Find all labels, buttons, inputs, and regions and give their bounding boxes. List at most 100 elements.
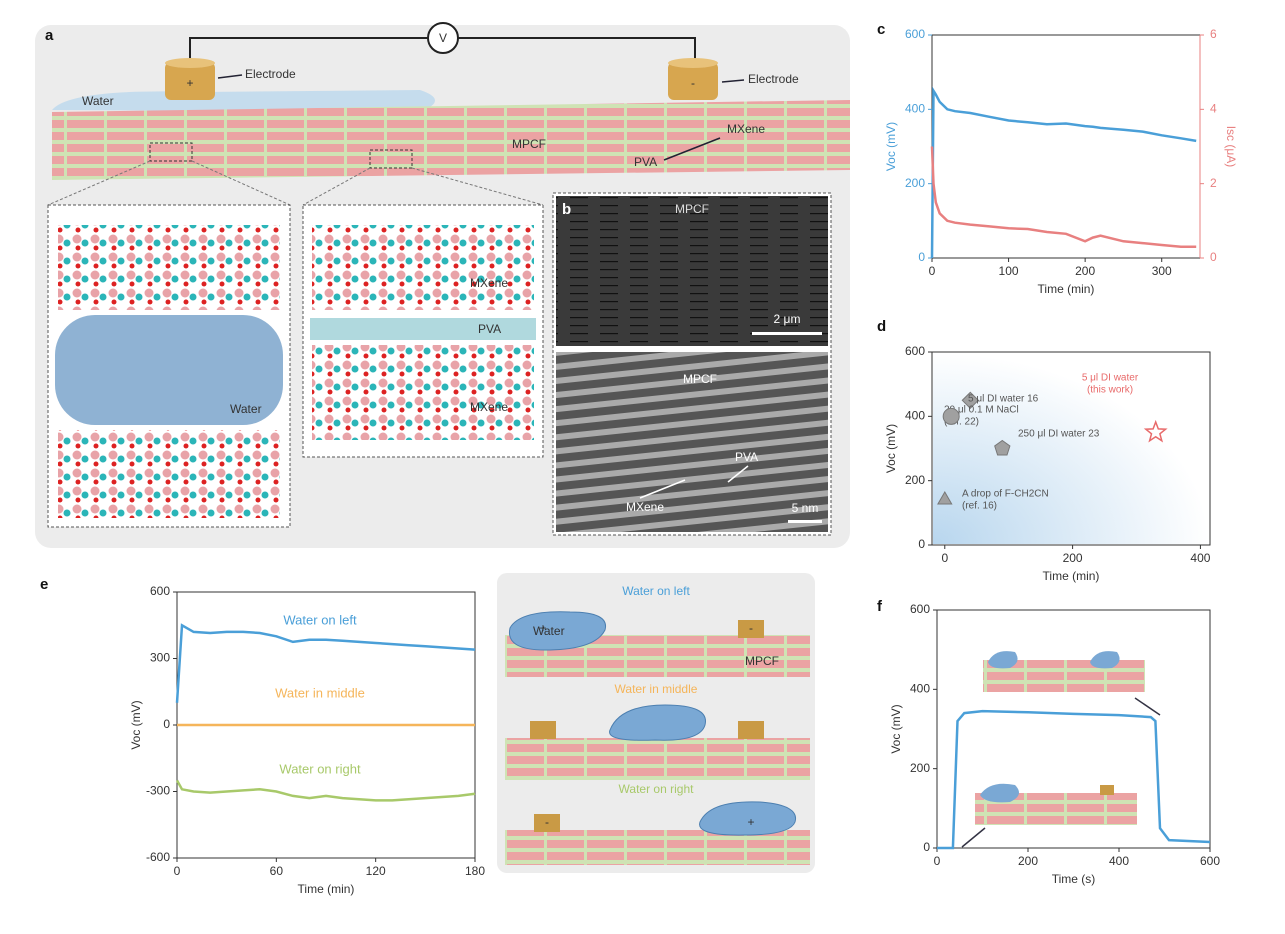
x-tick-label: 0 [941,551,948,565]
panel-label: c [877,21,885,38]
tem-image [556,352,828,532]
scale-label: 2 μm [774,312,801,326]
plus-sign: + [539,621,546,635]
mxene-layer [312,345,534,440]
electrode [165,62,215,100]
y-axis-label: Voc (mV) [884,424,898,473]
y-tick-label: 0 [923,840,930,854]
point-label: (this work) [1087,385,1133,396]
electrode-label: Electrode [748,72,799,86]
y-tick-label: 0 [918,537,925,551]
mxene-label: MXene [470,400,508,414]
water-label: Water [82,94,114,108]
electrode-top [165,58,215,68]
mpcf-slab [52,100,850,180]
x-tick-label: 0 [934,854,941,868]
point [994,439,1011,456]
y2-tick-label: 6 [1210,27,1217,41]
arrow [721,79,745,83]
zoom-box [369,149,413,169]
drop [609,704,706,741]
arrow [217,74,243,79]
water-layer [55,315,283,425]
y-tick-label: 400 [905,102,925,116]
substrate-label: MPCF [745,654,779,668]
y-tick-label: 600 [905,344,925,358]
x-tick-label: 120 [366,864,386,878]
arrow [663,137,721,161]
plot-frame [936,609,1211,849]
arrow [639,479,686,499]
minus-sign: - [691,76,695,90]
arrow [727,465,749,483]
electrode-label: Electrode [245,67,296,81]
x-axis-label: Time (min) [1038,282,1095,296]
y-tick-label: 0 [918,250,925,264]
x-tick-label: 300 [1152,264,1172,278]
x-tick-label: 400 [1109,854,1129,868]
schematic-title: Water on right [619,782,695,796]
series-label: Water in middle [275,685,365,700]
y2-tick-label: 0 [1210,250,1217,264]
point-label: 5 μl DI water 16 [968,394,1039,405]
point [937,490,953,505]
y-tick-label: 400 [905,409,925,423]
drop [980,783,1019,803]
sem-title: MPCF [675,202,709,216]
x-tick-label: 0 [174,864,181,878]
x-tick-label: 0 [929,264,936,278]
plus-sign: + [747,815,754,829]
point-label: 250 μl DI water 23 [1018,429,1100,440]
arrow [961,827,986,848]
x-tick-label: 200 [1018,854,1038,868]
line [930,146,1197,249]
y2-axis-label: Isc (μA) [1224,126,1238,168]
drop [1090,651,1120,669]
pva-label: PVA [478,322,501,336]
panel-label: e [40,576,48,593]
y-axis-label: Voc (mV) [889,704,903,753]
pva-label: PVA [634,155,657,169]
voltmeter-label: V [439,31,447,45]
schematic-title: Water on left [622,584,690,598]
y2-tick-label: 4 [1210,102,1217,116]
x-tick-label: 400 [1190,551,1210,565]
point-label: (ref. 16) [962,501,997,512]
mxene-label: MXene [626,500,664,514]
y-tick-label: 200 [905,176,925,190]
mxene-layer [58,225,280,310]
y-tick-label: 600 [150,584,170,598]
line [175,779,476,802]
scale-label: 5 nm [792,501,819,515]
mxene-layer [58,430,280,518]
arrow [1134,697,1161,716]
tem-title: MPCF [683,372,717,386]
panel-label: f [877,598,883,615]
x-tick-label: 100 [999,264,1019,278]
x-tick-label: 180 [465,864,485,878]
panel-label: a [45,27,54,44]
water-label: Water [230,402,262,416]
mpcf-label: MPCF [512,137,546,151]
point-label: (ref. 22) [944,417,979,428]
point [961,391,980,410]
pva-label: PVA [735,450,758,464]
y-axis-label: Voc (mV) [884,122,898,171]
point [942,407,960,425]
panel-label: b [562,201,571,218]
y-tick-label: 200 [910,761,930,775]
y-axis-label: Voc (mV) [129,700,143,749]
mxene-label: MXene [470,276,508,290]
plot-frame [931,351,1211,546]
y-tick-label: 0 [163,717,170,731]
drop-label: Water [533,624,565,638]
electrode-top [668,58,718,68]
y-tick-label: 400 [910,682,930,696]
y2-tick-label: 2 [1210,176,1217,190]
pva-layer [310,318,536,340]
mxene-layer [312,225,534,310]
point-label: 20 μl 0.1 M NaCl [944,405,1019,416]
electrode [530,721,556,739]
mxene-label: MXene [727,122,765,136]
point-label: 5 μl DI water [1082,373,1139,384]
